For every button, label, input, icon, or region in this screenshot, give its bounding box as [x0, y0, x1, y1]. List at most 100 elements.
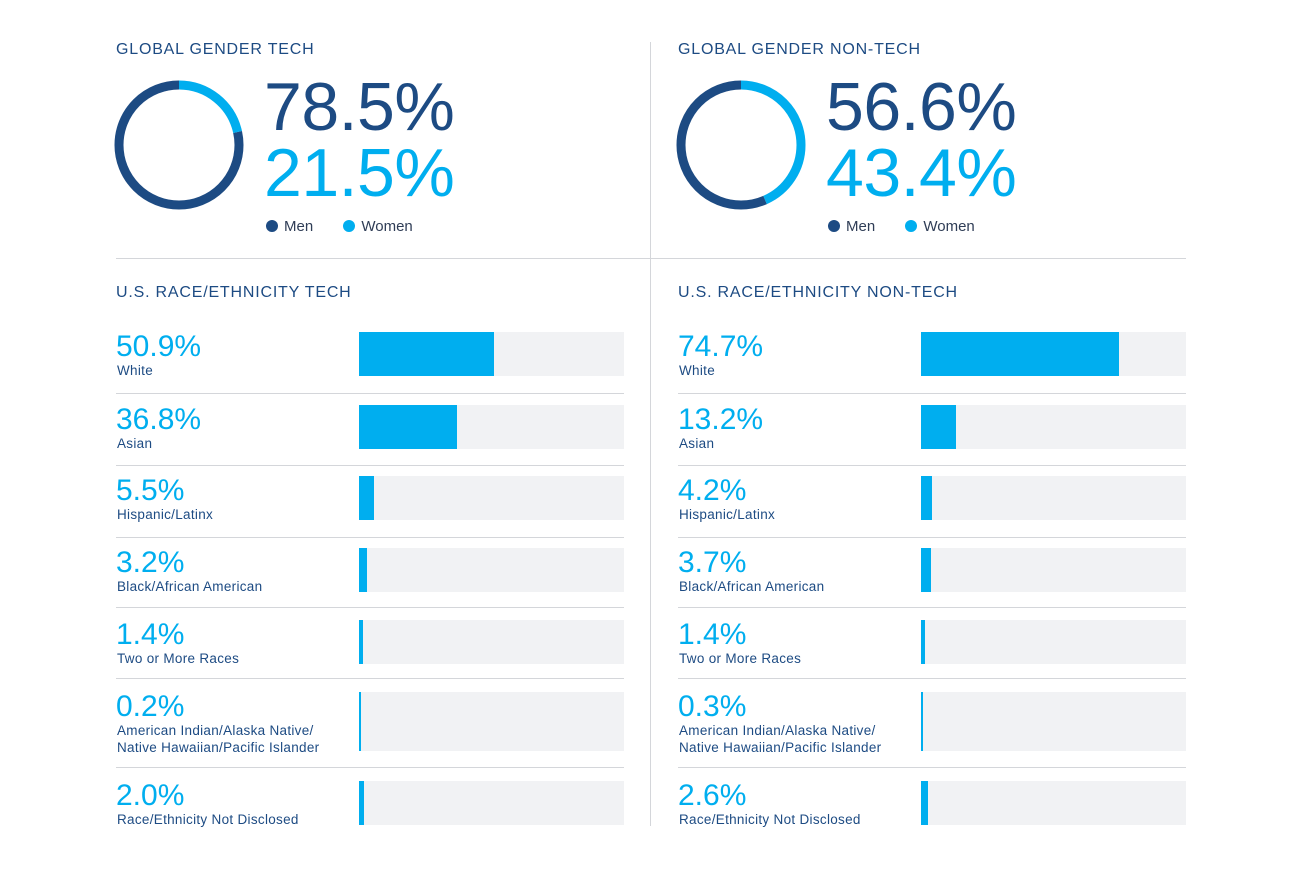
row-separator: [678, 607, 1186, 608]
row-percentage: 1.4%: [116, 618, 185, 651]
row-label: Two or More Races: [117, 651, 240, 666]
legend-men: Men: [266, 218, 313, 235]
race-row: 0.3% American Indian/Alaska Native/Native…: [678, 690, 1186, 755]
row-percentage: 74.7%: [678, 330, 764, 363]
race-row: 3.7% Black/African American: [678, 546, 1186, 594]
bar-fill: [359, 548, 368, 592]
row-percentage: 2.0%: [116, 779, 185, 812]
race-tech-panel: U.S. RACE/ETHNICITY TECH 50.9% White 36.8%…: [116, 283, 624, 827]
race-row: 2.6% Race/Ethnicity Not Disclosed: [678, 779, 1186, 827]
bar-track: [921, 781, 1186, 825]
legend-men-label: Men: [846, 218, 876, 235]
row-separator: [116, 678, 624, 679]
legend-men: Men: [828, 218, 875, 235]
row-label: Race/Ethnicity Not Disclosed: [679, 812, 861, 827]
row-separator: [678, 537, 1186, 538]
women-dot-icon: [905, 220, 918, 232]
race-row: 13.2% Asian: [678, 403, 1186, 451]
row-separator: [116, 393, 624, 394]
row-label: White: [117, 363, 154, 378]
bar-track: [359, 476, 624, 520]
row-separator: [678, 767, 1186, 768]
women-dot-icon: [343, 220, 356, 232]
row-label: White: [679, 363, 716, 378]
bar-fill: [921, 781, 928, 825]
bar-track: [921, 476, 1186, 520]
race-row: 3.2% Black/African American: [116, 546, 624, 594]
donut-segment-women: [676, 80, 806, 210]
row-separator: [678, 465, 1186, 466]
row-separator: [678, 393, 1186, 394]
race-tech-title: U.S. RACE/ETHNICITY TECH: [116, 284, 352, 301]
row-label: Two or More Races: [679, 651, 802, 666]
race-row: 2.0% Race/Ethnicity Not Disclosed: [116, 779, 624, 827]
men-dot-icon: [266, 220, 278, 232]
donut-segment-women: [114, 80, 244, 210]
row-label-line2: Native Hawaiian/Pacific Islander: [679, 740, 882, 755]
row-separator: [116, 537, 624, 538]
row-percentage: 0.2%: [116, 690, 185, 723]
vertical-divider: [650, 42, 651, 826]
row-percentage: 3.2%: [116, 546, 185, 579]
gender-legend: Men Women: [266, 218, 439, 235]
row-percentage: 3.7%: [678, 546, 747, 579]
women-percentage: 21.5%: [264, 135, 455, 211]
row-label-line2: Native Hawaiian/Pacific Islander: [117, 740, 320, 755]
bar-track: [921, 405, 1186, 449]
men-percentage: 56.6%: [826, 69, 1017, 145]
row-label: Race/Ethnicity Not Disclosed: [117, 812, 299, 827]
race-row: 5.5% Hispanic/Latinx: [116, 474, 624, 522]
gender-tech-values: 78.5% 21.5%: [264, 69, 455, 211]
bar-track: [359, 332, 624, 376]
race-row: 1.4% Two or More Races: [678, 620, 1186, 666]
bar-track: [921, 620, 1186, 664]
race-row: 74.7% White: [678, 330, 1186, 378]
legend-women-label: Women: [361, 218, 413, 235]
bar-fill: [359, 332, 494, 376]
gender-nontech-donut: [676, 80, 806, 210]
legend-men-label: Men: [284, 218, 314, 235]
bar-fill: [921, 620, 925, 664]
gender-tech-title: GLOBAL GENDER TECH: [116, 41, 315, 58]
row-label: American Indian/Alaska Native/: [679, 723, 876, 738]
bar-track: [359, 548, 624, 592]
row-label: Black/African American: [117, 579, 263, 594]
row-percentage: 36.8%: [116, 403, 202, 436]
row-label: American Indian/Alaska Native/: [117, 723, 314, 738]
row-percentage: 50.9%: [116, 330, 202, 363]
race-row: 0.2% American Indian/Alaska Native/Native…: [116, 690, 624, 755]
row-label: Black/African American: [679, 579, 825, 594]
race-row: 36.8% Asian: [116, 403, 624, 451]
bar-fill: [921, 476, 933, 520]
row-label: Hispanic/Latinx: [679, 507, 776, 522]
row-separator: [678, 678, 1186, 679]
bar-track: [359, 405, 624, 449]
row-label: Asian: [117, 436, 153, 451]
bar-fill: [359, 405, 457, 449]
bar-fill: [359, 620, 363, 664]
gender-nontech-title: GLOBAL GENDER NON-TECH: [678, 41, 921, 58]
bar-fill: [921, 692, 923, 751]
bar-track: [359, 692, 624, 751]
bar-track: [921, 692, 1186, 751]
bar-fill: [921, 405, 956, 449]
row-separator: [116, 607, 624, 608]
bar-track: [359, 781, 624, 825]
row-percentage: 2.6%: [678, 779, 747, 812]
row-percentage: 5.5%: [116, 474, 185, 507]
row-separator: [116, 465, 624, 466]
women-percentage: 43.4%: [826, 135, 1017, 211]
bar-track: [921, 332, 1186, 376]
row-percentage: 0.3%: [678, 690, 747, 723]
race-row: 4.2% Hispanic/Latinx: [678, 476, 1186, 522]
men-percentage: 78.5%: [264, 69, 455, 145]
horizontal-divider: [116, 258, 1186, 259]
row-label: Asian: [679, 436, 715, 451]
bar-fill: [921, 548, 931, 592]
row-percentage: 13.2%: [678, 403, 764, 436]
row-label: Hispanic/Latinx: [117, 507, 214, 522]
race-row: 50.9% White: [116, 330, 624, 378]
gender-tech-donut: [114, 80, 244, 210]
gender-nontech-values: 56.6% 43.4%: [826, 69, 1017, 211]
gender-legend: Men Women: [828, 218, 1001, 235]
